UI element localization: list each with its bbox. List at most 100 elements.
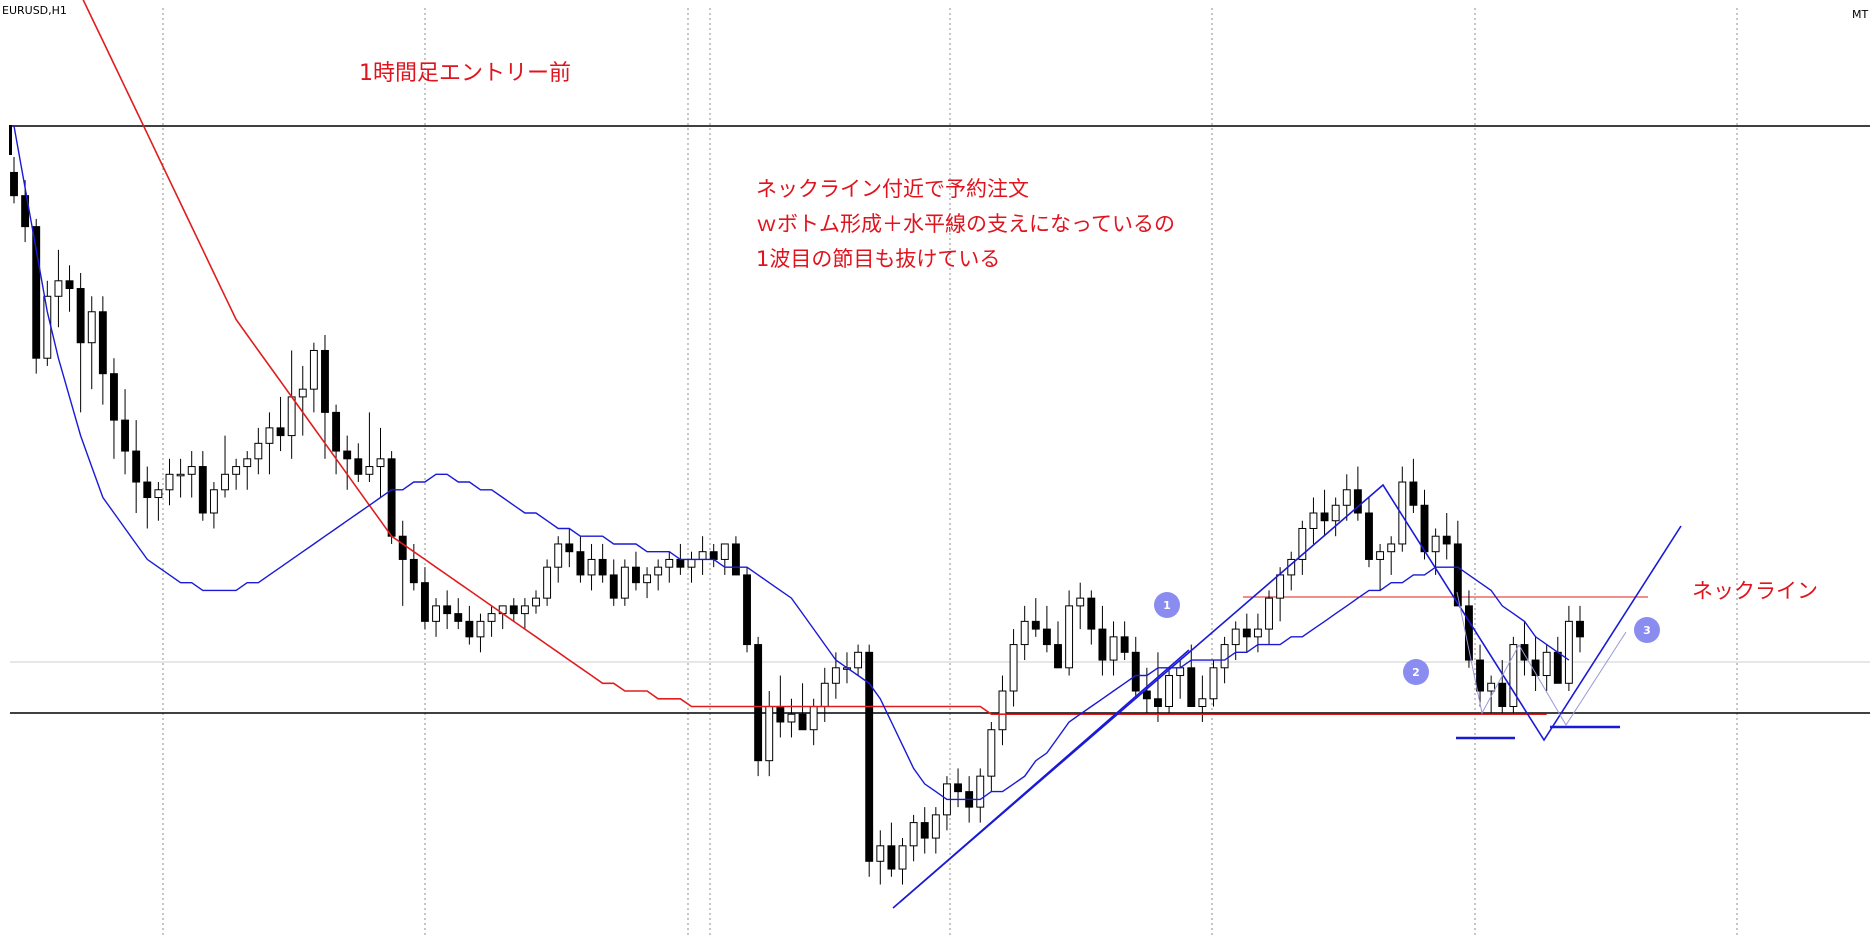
candle — [543, 559, 552, 606]
annotation-note-3: 1波目の節目も抜けている — [756, 247, 1000, 271]
wave-zigzag[interactable] — [892, 483, 1682, 909]
candle — [1054, 621, 1062, 669]
candle — [587, 543, 596, 591]
candle-body — [598, 558, 607, 576]
candle — [1365, 497, 1373, 568]
candle-body — [1176, 667, 1185, 677]
candle-body — [1131, 651, 1140, 692]
candle-body — [1142, 690, 1151, 700]
candle-body — [754, 644, 763, 762]
candle — [1398, 466, 1407, 552]
candle-body — [1398, 481, 1407, 545]
candle — [1520, 621, 1529, 676]
candle — [209, 482, 218, 529]
moving-average-slow[interactable] — [14, 0, 1547, 715]
candle — [265, 412, 274, 475]
wave-marker-3-circle — [1634, 617, 1660, 643]
candle-body — [876, 845, 885, 862]
annotation-note-1: ネックライン付近で予約注文 — [756, 177, 1029, 201]
candle-body — [676, 558, 685, 568]
candle-body — [543, 566, 552, 599]
candle — [1231, 621, 1240, 661]
candle — [420, 567, 429, 630]
candle-body — [143, 481, 152, 499]
candle-body — [1542, 651, 1551, 677]
candle-body — [1276, 574, 1285, 599]
candle-body — [287, 396, 296, 437]
candle-body — [1165, 675, 1174, 707]
candle-body — [554, 543, 563, 568]
wave-marker-2[interactable]: 2 — [1403, 659, 1429, 685]
candle-body — [309, 349, 318, 390]
candle-body — [1242, 628, 1251, 638]
lower-trendline[interactable] — [899, 649, 1190, 903]
candle — [487, 605, 496, 637]
wave-marker-3-label: 3 — [1643, 624, 1651, 637]
candle — [731, 536, 740, 576]
candle-body — [54, 280, 63, 297]
candle-body — [1353, 489, 1362, 514]
candle-body — [1009, 644, 1018, 692]
candle — [887, 822, 896, 877]
candle — [1253, 613, 1262, 653]
candle — [321, 334, 329, 459]
candle-body — [1453, 543, 1462, 607]
candle-body — [1231, 628, 1240, 646]
candle-body — [1265, 597, 1273, 630]
candle-body — [998, 690, 1007, 731]
candle — [1076, 582, 1085, 630]
candle-body — [110, 373, 118, 421]
candle-body — [1331, 504, 1340, 522]
candle-body — [776, 706, 785, 723]
candle-body — [243, 458, 252, 468]
candle — [465, 605, 474, 645]
candle — [1154, 652, 1162, 722]
candle-body — [1020, 620, 1029, 646]
candle — [1353, 466, 1362, 521]
candle — [931, 807, 940, 854]
candle-body — [976, 775, 985, 808]
candle-body — [1154, 698, 1162, 708]
wave-marker-2-circle — [1403, 659, 1429, 685]
candle — [398, 520, 407, 606]
candle-body — [1220, 644, 1229, 669]
candle-body — [1187, 667, 1196, 707]
candle — [165, 458, 174, 506]
candle — [1165, 667, 1174, 715]
candle — [876, 830, 885, 885]
candle-body — [576, 551, 585, 576]
candle-body — [76, 288, 85, 344]
candle — [565, 528, 574, 568]
candle-body — [398, 535, 407, 560]
candle — [1131, 636, 1140, 699]
candle-body — [87, 311, 96, 344]
candle — [1542, 644, 1551, 692]
candle-body — [10, 171, 18, 197]
candle — [920, 807, 929, 854]
candle-body — [743, 574, 751, 646]
candle-body — [1409, 481, 1418, 506]
candle — [743, 567, 751, 653]
candle-body — [187, 466, 196, 475]
candle-body — [643, 574, 652, 584]
candle — [954, 768, 962, 808]
wave-marker-1[interactable]: 1 — [1154, 592, 1180, 618]
candle-body — [332, 411, 341, 452]
candle — [187, 451, 196, 498]
candle-body — [1387, 543, 1396, 553]
candle-body — [1376, 551, 1385, 560]
candle-body — [1342, 489, 1351, 506]
wave-trendlines[interactable] — [892, 483, 1682, 909]
candle-body — [476, 620, 485, 638]
candle-body — [798, 713, 807, 731]
candle — [309, 342, 318, 413]
moving-average-fast[interactable] — [13, 125, 1570, 801]
candle — [1476, 644, 1484, 707]
wave-marker-3[interactable]: 3 — [1634, 617, 1660, 643]
candle-body — [454, 613, 463, 622]
candle — [520, 598, 529, 630]
candle — [254, 427, 263, 475]
candle-body — [354, 458, 363, 475]
candle — [787, 698, 796, 738]
candle-body — [176, 473, 185, 477]
